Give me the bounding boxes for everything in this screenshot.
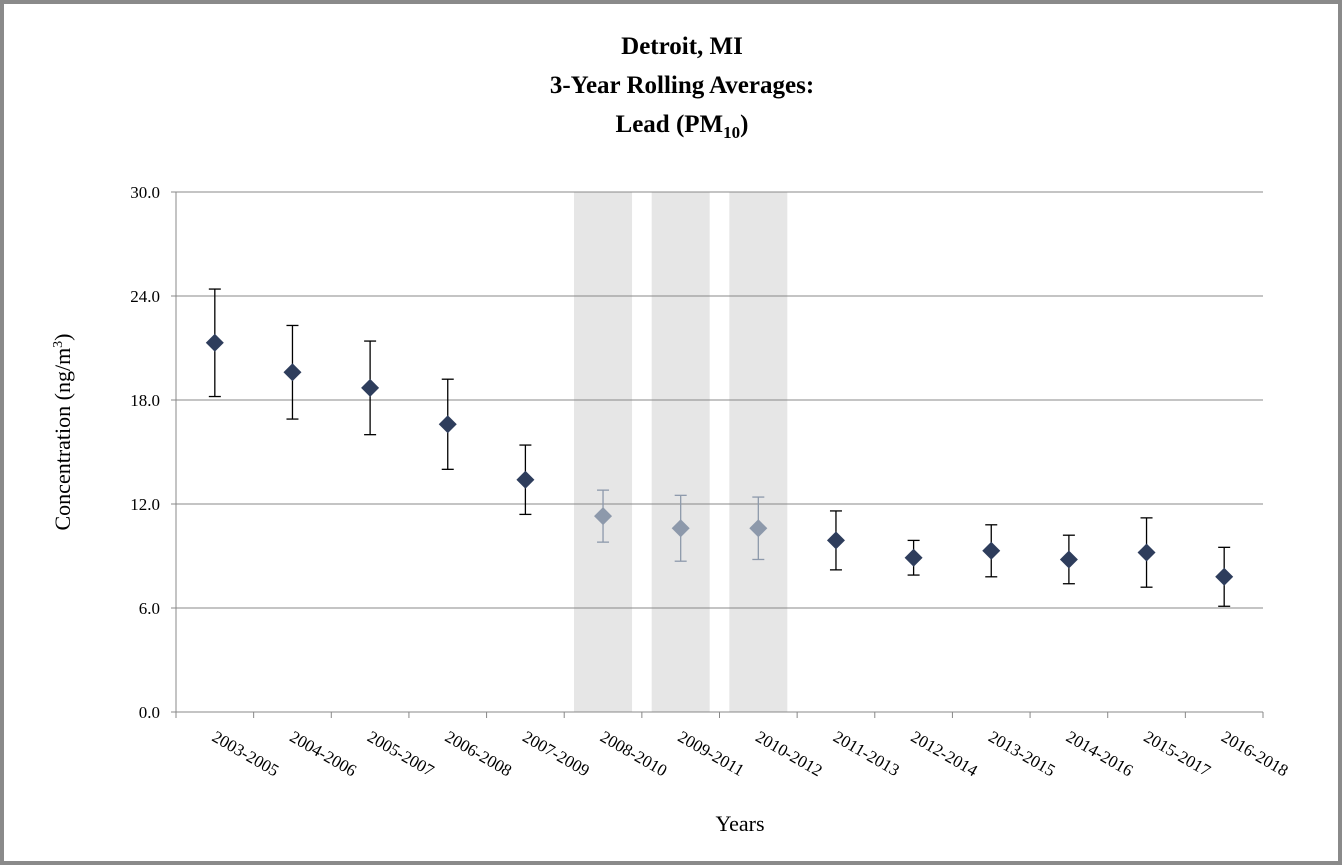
marker	[982, 541, 1001, 560]
x-tick-label: 2016-2018	[1218, 727, 1291, 780]
chart-title-subscript: 10	[723, 123, 740, 142]
x-tick-label: 2006-2008	[442, 727, 515, 780]
x-tick-label: 2014-2016	[1063, 727, 1136, 780]
x-tick-label: 2008-2010	[597, 727, 670, 780]
y-tick-label: 6.0	[139, 599, 160, 618]
shaded-band	[729, 192, 788, 712]
marker	[826, 531, 845, 550]
x-tick-label: 2007-2009	[519, 727, 592, 780]
x-tick-label: 2004-2006	[286, 727, 359, 780]
x-tick-label: 2003-2005	[209, 727, 282, 780]
chart-title: Lead (PM10)	[616, 111, 749, 142]
chart-title: Detroit, MI	[621, 33, 743, 60]
x-tick-label: 2009-2011	[675, 727, 748, 780]
marker	[749, 519, 768, 538]
x-tick-label: 2012-2014	[908, 727, 982, 781]
marker	[516, 470, 535, 489]
chart-title: 3-Year Rolling Averages:	[550, 72, 814, 99]
x-tick-label: 2005-2007	[364, 727, 438, 781]
y-axis-title-superscript: 3	[51, 341, 66, 348]
marker	[1059, 550, 1078, 569]
chart-title: )	[740, 111, 748, 138]
y-tick-label: 0.0	[139, 703, 160, 722]
shaded-band	[574, 192, 633, 712]
y-tick-label: 18.0	[130, 391, 160, 410]
y-axis-title: Concentration (ng/m3)	[50, 333, 75, 530]
marker	[361, 378, 380, 397]
marker	[594, 507, 613, 526]
y-tick-label: 30.0	[130, 183, 160, 202]
marker	[904, 548, 923, 567]
x-tick-label: 2011-2013	[830, 727, 903, 780]
y-tick-label: 12.0	[130, 495, 160, 514]
marker	[1215, 567, 1234, 586]
x-tick-label: 2015-2017	[1141, 727, 1215, 781]
marker	[1137, 543, 1156, 562]
shaded-band	[651, 192, 710, 712]
marker	[671, 519, 690, 538]
marker	[438, 415, 457, 434]
y-tick-label: 24.0	[130, 287, 160, 306]
chart-title: Lead (PM	[616, 111, 724, 138]
marker	[283, 363, 302, 382]
x-axis-title: Years	[715, 811, 764, 836]
x-tick-label: 2013-2015	[985, 727, 1058, 780]
x-tick-label: 2010-2012	[752, 727, 825, 780]
y-axis-title: )	[50, 333, 75, 340]
y-axis-title: Concentration (ng/m	[50, 348, 75, 531]
marker	[205, 333, 224, 352]
